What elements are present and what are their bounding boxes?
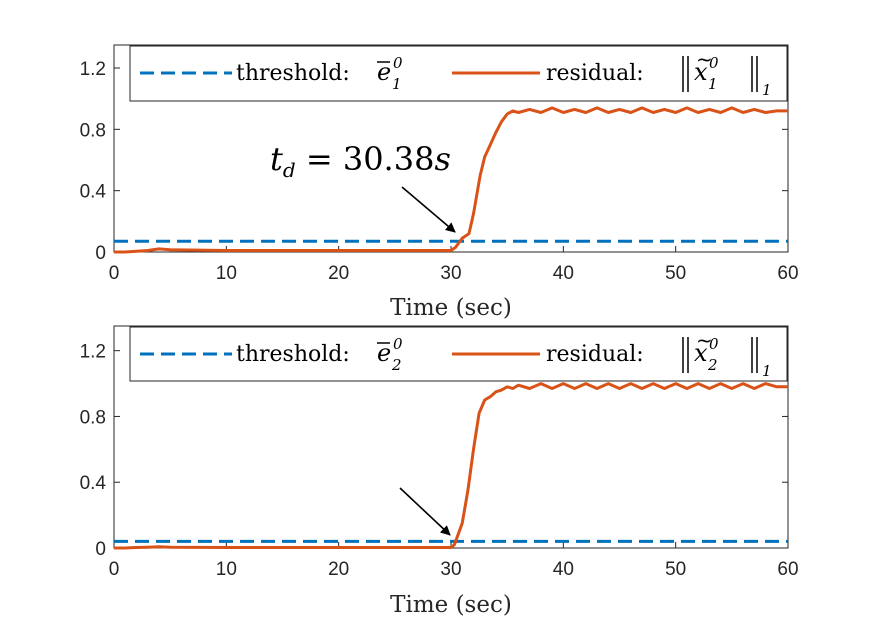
- legend-residual-math-1: x ~ 0 1 1: [682, 47, 772, 99]
- y-tick-label: 1.2: [80, 59, 106, 80]
- legend-threshold-label-2: threshold:: [236, 342, 350, 367]
- svg-text:1: 1: [708, 75, 718, 93]
- x-tick-label: 10: [216, 263, 237, 284]
- y-tick-label: 0.8: [80, 120, 106, 141]
- x-tick-label: 0: [109, 263, 120, 284]
- x-tick-label: 30: [440, 559, 461, 580]
- legend-threshold-math-2: e 0 2: [377, 335, 403, 374]
- svg-text:0: 0: [709, 54, 719, 72]
- residual-line-2: [114, 382, 788, 550]
- svg-text:td = 30.38s: td = 30.38s: [270, 140, 451, 182]
- y-tick-label: 0.4: [80, 182, 107, 203]
- residual-line-1: [114, 106, 788, 254]
- y-tick-label: 0.8: [80, 407, 106, 428]
- y-tick-label: 0: [95, 243, 106, 264]
- legend-threshold-label-1: threshold:: [236, 61, 350, 86]
- svg-text:1: 1: [392, 75, 402, 93]
- legend-residual-math-2: x ~ 0 2 1: [682, 328, 772, 380]
- svg-text:0: 0: [393, 54, 403, 72]
- x-axis-label-1: Time (sec): [390, 295, 512, 321]
- x-tick-label: 10: [216, 559, 237, 580]
- x-tick-label: 40: [553, 559, 574, 580]
- detection-time-annotation: td = 30.38s: [270, 140, 456, 233]
- x-tick-label: 60: [777, 559, 798, 580]
- svg-text:0: 0: [393, 335, 403, 353]
- x-tick-label: 20: [328, 559, 349, 580]
- svg-text:x: x: [694, 339, 708, 367]
- legend-1: threshold: e 0 1 residual: x ~ 0 1 1: [129, 45, 788, 102]
- detection-arrow-1: [401, 186, 456, 233]
- detection-arrow-2: [399, 487, 451, 536]
- svg-text:2: 2: [391, 356, 402, 374]
- legend-threshold-math-1: e 0 1: [377, 54, 403, 93]
- legend-residual-label-1: residual:: [546, 61, 644, 86]
- legend-residual-label-2: residual:: [546, 342, 644, 367]
- x-tick-label: 60: [777, 263, 798, 284]
- svg-text:e: e: [377, 339, 391, 367]
- y-tick-label: 0: [95, 539, 106, 560]
- svg-text:1: 1: [762, 81, 772, 99]
- svg-text:2: 2: [707, 356, 718, 374]
- svg-text:~: ~: [696, 328, 713, 352]
- x-tick-label: 0: [109, 559, 120, 580]
- legend-2: threshold: e 0 2 residual: x ~ 0 2 1: [129, 326, 788, 382]
- svg-text:1: 1: [762, 362, 772, 380]
- svg-text:0: 0: [709, 335, 719, 353]
- y-tick-label: 1.2: [80, 342, 106, 363]
- svg-text:e: e: [377, 58, 391, 86]
- y-tick-label: 0.4: [80, 473, 107, 494]
- svg-text:x: x: [694, 58, 708, 86]
- x-tick-label: 30: [440, 263, 461, 284]
- x-axis-label-2: Time (sec): [390, 592, 512, 618]
- x-tick-label: 50: [665, 263, 686, 284]
- x-tick-label: 50: [665, 559, 686, 580]
- svg-text:~: ~: [696, 47, 713, 71]
- x-tick-label: 40: [553, 263, 574, 284]
- x-tick-label: 20: [328, 263, 349, 284]
